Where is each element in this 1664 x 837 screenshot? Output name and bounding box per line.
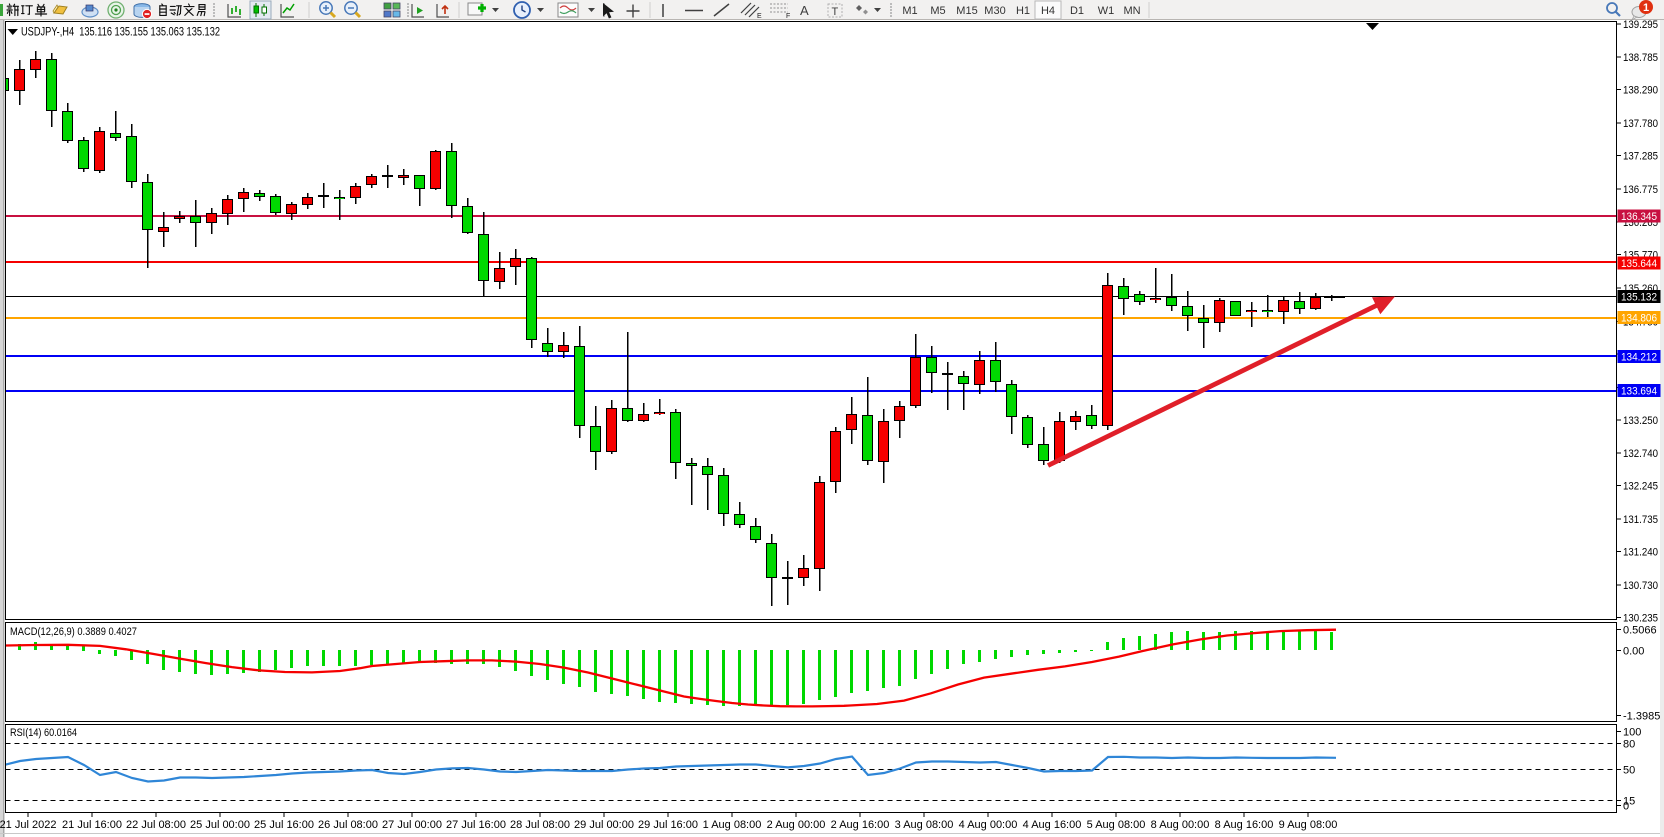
svg-text:-1.3985: -1.3985 [1623, 711, 1660, 723]
svg-text:136.775: 136.775 [1623, 184, 1658, 196]
svg-text:5 Aug 08:00: 5 Aug 08:00 [1087, 819, 1146, 831]
svg-text:USDJPY-,H4 135.116 135.155 13: USDJPY-,H4 135.116 135.155 135.063 135.1… [21, 27, 220, 39]
svg-text:4 Aug 16:00: 4 Aug 16:00 [1023, 819, 1082, 831]
svg-text:134.212: 134.212 [1621, 352, 1657, 364]
svg-text:21 Jul 16:00: 21 Jul 16:00 [62, 819, 122, 831]
svg-text:132.245: 132.245 [1623, 481, 1658, 493]
svg-text:MACD(12,26,9) 0.3889 0.4027: MACD(12,26,9) 0.3889 0.4027 [10, 626, 137, 638]
svg-text:135.132: 135.132 [1621, 292, 1657, 304]
svg-text:M30: M30 [984, 5, 1005, 17]
svg-text:131.735: 131.735 [1623, 514, 1658, 526]
svg-text:133.694: 133.694 [1621, 386, 1657, 398]
svg-text:137.285: 137.285 [1623, 151, 1658, 163]
svg-text:130.235: 130.235 [1623, 613, 1658, 625]
svg-text:139.295: 139.295 [1623, 19, 1658, 31]
svg-text:MN: MN [1123, 5, 1140, 17]
svg-text:4 Aug 00:00: 4 Aug 00:00 [959, 819, 1018, 831]
svg-text:0: 0 [1623, 801, 1629, 813]
svg-text:133.250: 133.250 [1623, 415, 1658, 427]
svg-text:M5: M5 [930, 5, 945, 17]
svg-text:8 Aug 16:00: 8 Aug 16:00 [1215, 819, 1274, 831]
svg-text:2 Aug 00:00: 2 Aug 00:00 [767, 819, 826, 831]
svg-text:27 Jul 00:00: 27 Jul 00:00 [382, 819, 442, 831]
svg-text:9 Aug 08:00: 9 Aug 08:00 [1279, 819, 1338, 831]
svg-text:2 Aug 16:00: 2 Aug 16:00 [831, 819, 890, 831]
svg-text:25 Jul 00:00: 25 Jul 00:00 [190, 819, 250, 831]
svg-text:80: 80 [1623, 739, 1635, 751]
svg-text:29 Jul 00:00: 29 Jul 00:00 [574, 819, 634, 831]
svg-text:H1: H1 [1016, 5, 1030, 17]
svg-text:28 Jul 08:00: 28 Jul 08:00 [510, 819, 570, 831]
svg-text:1: 1 [1643, 2, 1649, 14]
svg-text:132.740: 132.740 [1623, 448, 1658, 460]
svg-text:A: A [800, 3, 809, 18]
svg-text:135.644: 135.644 [1621, 258, 1657, 270]
svg-text:134.806: 134.806 [1621, 313, 1657, 325]
svg-text:T: T [832, 6, 839, 18]
svg-text:138.785: 138.785 [1623, 52, 1658, 64]
svg-text:138.290: 138.290 [1623, 85, 1658, 97]
svg-text:RSI(14) 60.0164: RSI(14) 60.0164 [10, 727, 77, 739]
svg-text:F: F [786, 13, 790, 20]
svg-text:137.780: 137.780 [1623, 118, 1658, 130]
svg-text:M1: M1 [902, 5, 917, 17]
svg-text:15: 15 [1623, 796, 1635, 808]
svg-text:8 Aug 00:00: 8 Aug 00:00 [1151, 819, 1210, 831]
svg-text:25 Jul 16:00: 25 Jul 16:00 [254, 819, 314, 831]
svg-text:131.240: 131.240 [1623, 547, 1658, 559]
svg-text:W1: W1 [1098, 5, 1115, 17]
svg-text:27 Jul 16:00: 27 Jul 16:00 [446, 819, 506, 831]
svg-text:3 Aug 08:00: 3 Aug 08:00 [895, 819, 954, 831]
svg-text:136.345: 136.345 [1621, 211, 1657, 223]
svg-text:26 Jul 08:00: 26 Jul 08:00 [318, 819, 378, 831]
svg-text:21 Jul 2022: 21 Jul 2022 [0, 819, 56, 831]
svg-text:100: 100 [1623, 727, 1641, 739]
svg-text:H4: H4 [1041, 5, 1055, 17]
svg-text:0.5066: 0.5066 [1623, 625, 1657, 637]
svg-text:0.00: 0.00 [1623, 646, 1644, 658]
svg-text:29 Jul 16:00: 29 Jul 16:00 [638, 819, 698, 831]
svg-text:D1: D1 [1070, 5, 1084, 17]
svg-text:M15: M15 [956, 5, 977, 17]
svg-text:130.730: 130.730 [1623, 580, 1658, 592]
svg-text:50: 50 [1623, 765, 1635, 777]
svg-text:1 Aug 08:00: 1 Aug 08:00 [703, 819, 762, 831]
svg-text:22 Jul 08:00: 22 Jul 08:00 [126, 819, 186, 831]
svg-text:E: E [757, 13, 762, 20]
